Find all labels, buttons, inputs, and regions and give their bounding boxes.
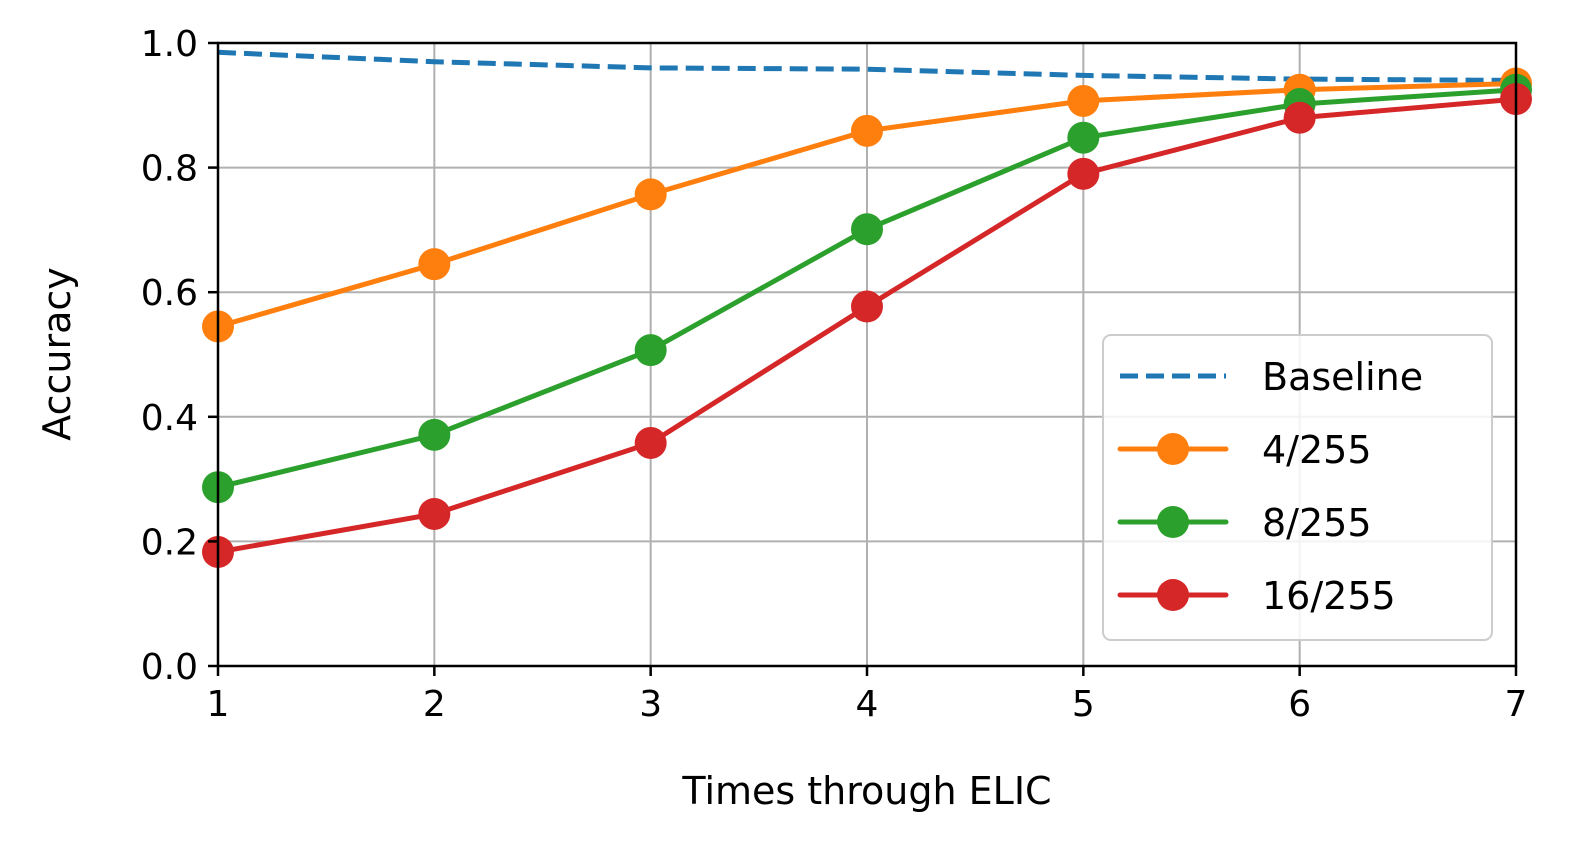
data-point-4-255 xyxy=(1067,84,1100,117)
legend-label-baseline: Baseline xyxy=(1262,355,1423,399)
y-axis-ticks: 0.0 0.2 0.4 0.6 0.8 1.0 xyxy=(141,24,218,688)
data-point-16-255 xyxy=(1283,101,1316,134)
data-point-4-255 xyxy=(634,178,667,211)
data-point-8-255 xyxy=(851,213,883,246)
series-layer xyxy=(202,49,1532,568)
legend-label-4-255: 4/255 xyxy=(1262,428,1372,472)
data-point-16-255 xyxy=(1067,157,1100,190)
x-tick-label: 2 xyxy=(423,684,446,725)
y-tick-label: 1.0 xyxy=(141,24,198,65)
legend: Baseline 4/255 8/255 16/255 xyxy=(1102,334,1493,641)
y-axis-label: Accuracy xyxy=(35,267,79,441)
data-point-4-255 xyxy=(851,114,883,147)
x-tick-label: 4 xyxy=(856,684,879,725)
x-tick-label: 1 xyxy=(207,684,230,725)
data-point-16-255 xyxy=(634,426,667,459)
y-tick-label: 0.0 xyxy=(141,647,198,688)
legend-marker-8-255 xyxy=(1157,506,1189,538)
data-point-8-255 xyxy=(418,418,451,451)
legend-marker-16-255 xyxy=(1157,579,1189,611)
x-tick-label: 7 xyxy=(1505,684,1528,725)
y-tick-label: 0.2 xyxy=(141,522,198,563)
x-axis-label: Times through ELIC xyxy=(681,769,1051,813)
data-point-16-255 xyxy=(418,497,451,530)
y-tick-label: 0.4 xyxy=(141,398,198,439)
x-tick-label: 6 xyxy=(1288,684,1311,725)
data-point-8-255 xyxy=(1067,121,1100,154)
data-point-4-255 xyxy=(418,248,451,281)
y-tick-label: 0.8 xyxy=(141,149,198,190)
x-tick-label: 5 xyxy=(1072,684,1095,725)
legend-box xyxy=(1102,334,1493,641)
data-point-16-255 xyxy=(851,290,883,323)
legend-label-16-255: 16/255 xyxy=(1262,574,1396,618)
legend-marker-4-255 xyxy=(1157,433,1189,465)
y-tick-label: 0.6 xyxy=(141,273,198,314)
legend-label-8-255: 8/255 xyxy=(1262,501,1372,545)
x-tick-label: 3 xyxy=(639,684,662,725)
data-point-8-255 xyxy=(634,334,667,367)
x-axis-ticks: 1 2 3 4 5 6 7 xyxy=(207,666,1528,725)
